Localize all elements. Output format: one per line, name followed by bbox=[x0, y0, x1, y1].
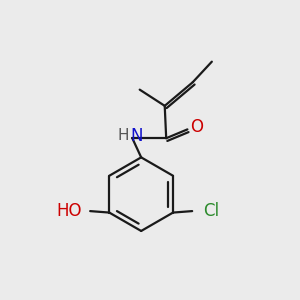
Text: N: N bbox=[130, 127, 143, 145]
Text: O: O bbox=[190, 118, 203, 136]
Text: Cl: Cl bbox=[203, 202, 219, 220]
Text: HO: HO bbox=[56, 202, 82, 220]
Text: H: H bbox=[118, 128, 129, 143]
